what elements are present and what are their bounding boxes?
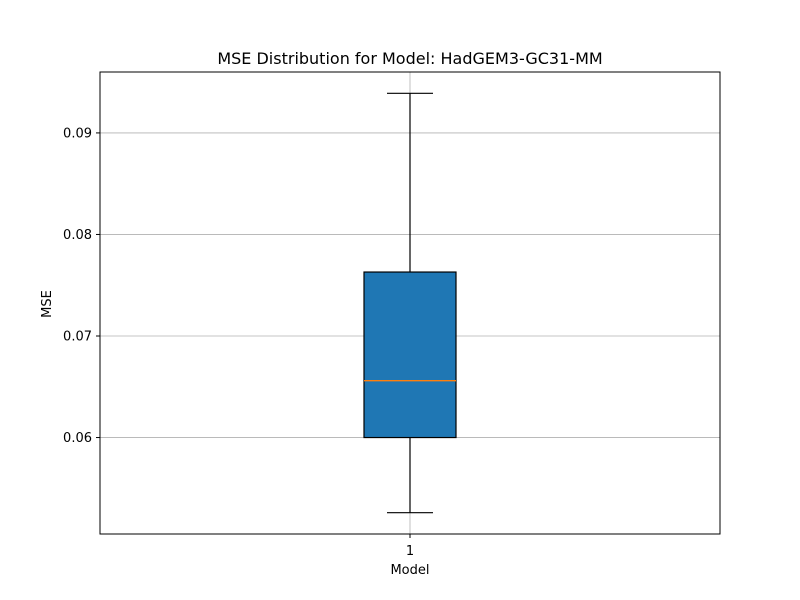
y-axis-label: MSE bbox=[40, 290, 55, 318]
x-tick-layer: 1 bbox=[406, 534, 414, 559]
y-tick-label: 0.08 bbox=[63, 228, 92, 243]
chart-title: MSE Distribution for Model: HadGEM3-GC31… bbox=[217, 49, 602, 68]
y-tick-label: 0.06 bbox=[63, 431, 92, 446]
y-tick-label: 0.09 bbox=[63, 126, 92, 141]
x-tick-label: 1 bbox=[406, 544, 414, 559]
y-tick-label: 0.07 bbox=[63, 330, 92, 345]
y-tick-layer: 0.06 0.07 0.08 0.09 bbox=[63, 126, 100, 446]
box-layer bbox=[363, 92, 457, 514]
box-iqr bbox=[363, 271, 457, 439]
x-axis-label: Model bbox=[390, 563, 429, 578]
